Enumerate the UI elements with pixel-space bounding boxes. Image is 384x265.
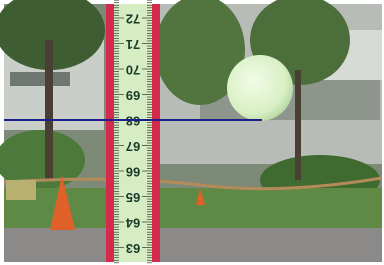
ball	[227, 55, 293, 121]
ruler-label: 67	[126, 139, 140, 154]
ruler-label: 69	[126, 88, 140, 103]
ruler-label: 70	[126, 63, 140, 78]
pavement	[4, 228, 382, 262]
trunk	[295, 70, 301, 180]
ruler-label: 71	[126, 37, 140, 52]
ruler-label: 63	[126, 241, 140, 256]
window	[10, 72, 70, 86]
trunk	[45, 40, 53, 180]
ruler-label: 66	[126, 165, 140, 180]
ruler-label: 65	[126, 190, 140, 205]
ruler-label: 72	[126, 12, 140, 27]
ruler-label: 64	[125, 216, 140, 231]
sign	[6, 180, 36, 200]
ruler-label: 68	[126, 114, 140, 129]
photo: 72 71 70 69 68 67 66 65 64 63	[0, 0, 384, 265]
